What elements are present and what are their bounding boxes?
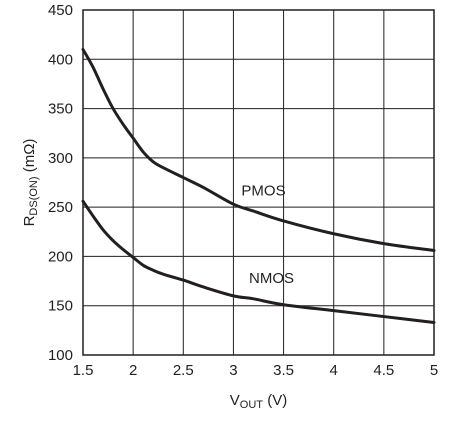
x-axis-label-main: V [230, 392, 240, 409]
y-axis-label: RDS(ON) (mΩ) [21, 139, 40, 227]
y-tick-label: 150 [48, 298, 73, 315]
y-tick-labels: 100 150 200 250 300 350 400 450 [48, 2, 73, 364]
series-label-pmos: PMOS [241, 182, 285, 199]
x-axis-label: VOUT (V) [230, 392, 287, 411]
y-tick-label: 400 [48, 51, 73, 68]
series-curves [81, 47, 436, 324]
series-line-nmos [81, 199, 436, 324]
y-axis-label-unit: (mΩ) [21, 139, 38, 177]
y-axis-label-subscript: DS(ON) [28, 176, 40, 215]
x-tick-labels: 1.5 2 2.5 3 3.5 4 4.5 5 [73, 362, 439, 379]
y-tick-label: 100 [48, 347, 73, 364]
plot-frame [82, 9, 435, 356]
x-tick-label: 2.5 [173, 362, 194, 379]
y-tick-label: 350 [48, 101, 73, 118]
x-tick-label: 4 [330, 362, 338, 379]
x-axis-label-subscript: OUT [240, 399, 264, 411]
x-tick-label: 3.5 [273, 362, 294, 379]
series-labels: PMOS NMOS [241, 182, 294, 287]
y-tick-label: 450 [48, 2, 73, 19]
x-tick-label: 5 [430, 362, 438, 379]
x-tick-label: 1.5 [73, 362, 94, 379]
x-tick-label: 2 [129, 362, 137, 379]
x-axis-label-unit: (V) [263, 392, 287, 409]
x-tick-label: 3 [229, 362, 237, 379]
series-line-pmos [81, 47, 436, 253]
y-axis-label-main: R [21, 215, 38, 226]
y-tick-label: 300 [48, 150, 73, 167]
x-tick-label: 4.5 [373, 362, 394, 379]
y-tick-label: 250 [48, 199, 73, 216]
grid-lines [83, 10, 434, 355]
y-tick-label: 200 [48, 248, 73, 265]
series-label-nmos: NMOS [249, 270, 294, 287]
